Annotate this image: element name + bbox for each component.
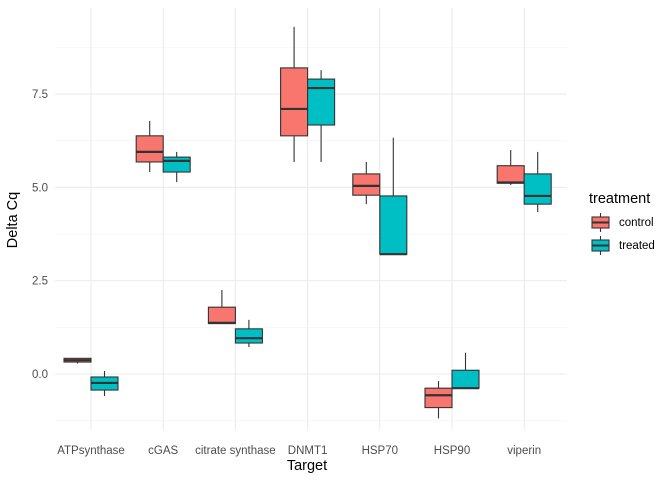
legend: treatment control treated bbox=[589, 191, 655, 255]
box-treated-1 bbox=[162, 151, 191, 183]
box-treated-2 bbox=[234, 319, 263, 348]
x-tick-label: HSP70 bbox=[362, 445, 398, 457]
box-body bbox=[496, 165, 525, 184]
x-tick-label: citrate synthase bbox=[195, 445, 276, 457]
box-control-1 bbox=[135, 120, 164, 173]
legend-item-treated: treated bbox=[591, 236, 655, 255]
legend-item-control: control bbox=[591, 213, 654, 232]
box-control-5 bbox=[424, 381, 453, 419]
box-control-3 bbox=[280, 26, 309, 162]
y-axis-ticks: 0.0 2.5 5.0 7.5 bbox=[32, 89, 48, 381]
box-body bbox=[307, 78, 336, 126]
box-control-6 bbox=[496, 150, 525, 186]
y-tick-label: 5.0 bbox=[32, 182, 48, 194]
box-body bbox=[234, 328, 263, 344]
boxes bbox=[63, 26, 552, 419]
x-axis-label: Target bbox=[287, 458, 327, 474]
box-body bbox=[135, 135, 164, 163]
box-body bbox=[207, 306, 236, 325]
x-tick-label: viperin bbox=[507, 445, 541, 457]
x-tick-label: ATPsynthase bbox=[57, 445, 125, 457]
box-treated-6 bbox=[523, 151, 552, 212]
box-body bbox=[162, 156, 191, 173]
x-tick-label: HSP90 bbox=[434, 445, 470, 457]
box-control-4 bbox=[352, 161, 381, 205]
legend-title: treatment bbox=[589, 191, 650, 207]
box-control-0 bbox=[63, 357, 92, 364]
y-axis-label: Delta Cq bbox=[5, 192, 21, 248]
box-body bbox=[424, 387, 453, 409]
box-body bbox=[523, 173, 552, 205]
legend-label: control bbox=[619, 217, 654, 229]
box-control-2 bbox=[207, 290, 236, 325]
x-tick-label: cGAS bbox=[148, 445, 178, 457]
x-axis-ticks: ATPsynthase cGAS citrate synthase DNMT1 HSP7… bbox=[57, 445, 541, 457]
box-treated-4 bbox=[379, 137, 408, 256]
box-body bbox=[280, 67, 309, 137]
legend-label: treated bbox=[619, 240, 655, 252]
y-tick-label: 2.5 bbox=[32, 276, 48, 288]
x-tick-label: DNMT1 bbox=[288, 445, 328, 457]
box-body bbox=[379, 195, 408, 255]
box-treated-3 bbox=[307, 70, 336, 162]
y-tick-label: 0.0 bbox=[32, 369, 48, 381]
box-treated-5 bbox=[451, 352, 480, 390]
box-body bbox=[352, 173, 381, 196]
box-treated-0 bbox=[90, 371, 119, 397]
y-tick-label: 7.5 bbox=[32, 89, 48, 101]
grid bbox=[55, 8, 567, 430]
box-body bbox=[451, 369, 480, 389]
